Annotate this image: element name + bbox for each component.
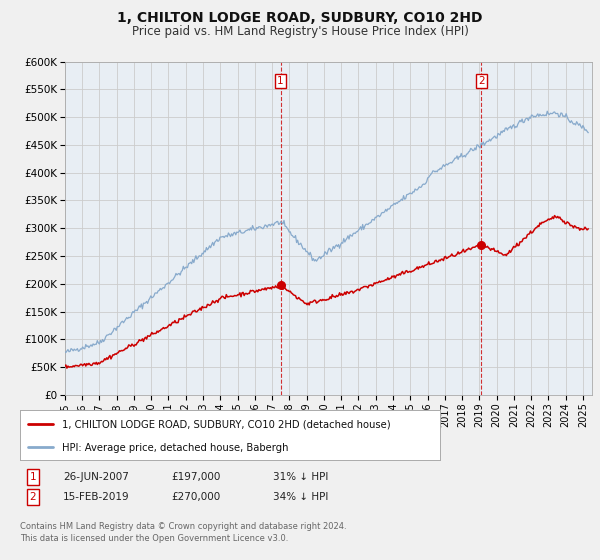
Text: 15-FEB-2019: 15-FEB-2019: [63, 492, 130, 502]
Text: HPI: Average price, detached house, Babergh: HPI: Average price, detached house, Babe…: [62, 443, 289, 452]
Text: This data is licensed under the Open Government Licence v3.0.: This data is licensed under the Open Gov…: [20, 534, 288, 543]
Text: Price paid vs. HM Land Registry's House Price Index (HPI): Price paid vs. HM Land Registry's House …: [131, 25, 469, 38]
Text: 26-JUN-2007: 26-JUN-2007: [63, 472, 129, 482]
Text: Contains HM Land Registry data © Crown copyright and database right 2024.: Contains HM Land Registry data © Crown c…: [20, 522, 346, 531]
Text: 1, CHILTON LODGE ROAD, SUDBURY, CO10 2HD: 1, CHILTON LODGE ROAD, SUDBURY, CO10 2HD: [117, 11, 483, 25]
Text: £197,000: £197,000: [171, 472, 220, 482]
Text: 1: 1: [29, 472, 37, 482]
Text: 31% ↓ HPI: 31% ↓ HPI: [273, 472, 328, 482]
Text: 1: 1: [277, 76, 284, 86]
Text: £270,000: £270,000: [171, 492, 220, 502]
Text: 2: 2: [478, 76, 485, 86]
Text: 2: 2: [29, 492, 37, 502]
Text: 34% ↓ HPI: 34% ↓ HPI: [273, 492, 328, 502]
Text: 1, CHILTON LODGE ROAD, SUDBURY, CO10 2HD (detached house): 1, CHILTON LODGE ROAD, SUDBURY, CO10 2HD…: [62, 419, 391, 430]
